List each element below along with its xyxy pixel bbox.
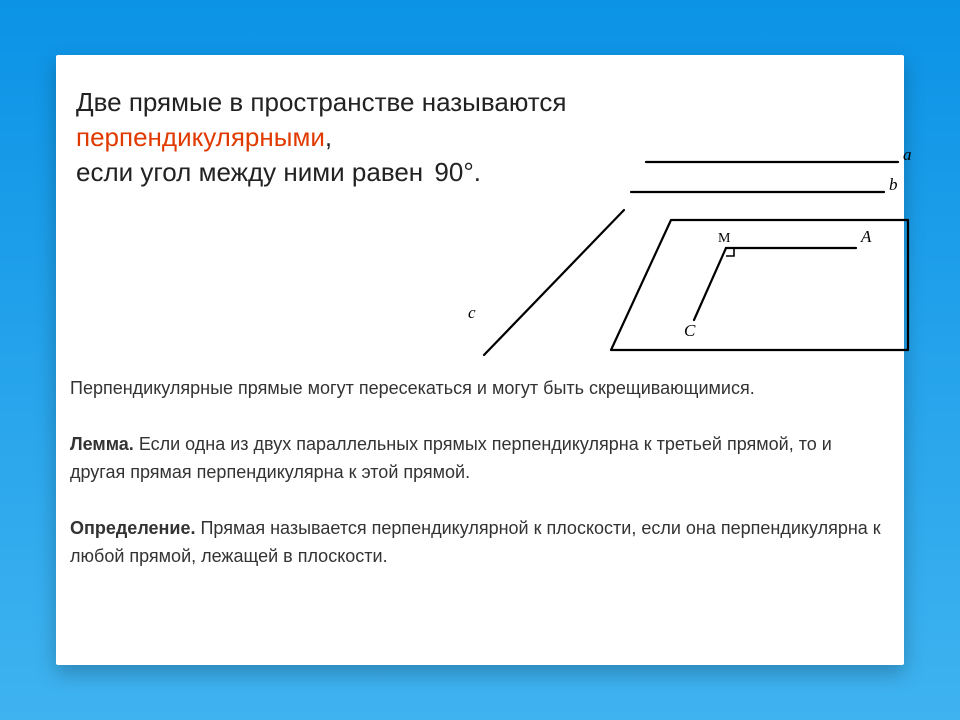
heading-line2: если угол между ними равен [76, 157, 423, 187]
p3-label: Определение. [70, 518, 195, 538]
paragraph-3: Определение. Прямая называется перпендик… [70, 515, 884, 571]
content-card: Две прямые в пространстве называются пер… [56, 55, 904, 665]
p2-text: Если одна из двух параллельных прямых пе… [70, 434, 832, 482]
svg-text:a: a [903, 150, 912, 164]
p2-label: Лемма. [70, 434, 134, 454]
svg-text:C: C [684, 321, 696, 340]
svg-text:b: b [889, 175, 898, 194]
slide-background: Две прямые в пространстве называются пер… [0, 0, 960, 720]
svg-text:A: A [860, 227, 872, 246]
svg-text:M: M [718, 231, 731, 246]
svg-text:c: c [468, 303, 476, 322]
paragraph-1: Перпендикулярные прямые могут пересекать… [70, 375, 884, 403]
heading-highlight: перпендикулярными [76, 122, 325, 152]
heading-comma: , [325, 122, 332, 152]
heading-line1: Две прямые в пространстве называются [76, 87, 566, 117]
body-text: Перпендикулярные прямые могут пересекать… [70, 375, 884, 598]
p1-text: Перпендикулярные прямые могут пересекать… [70, 378, 755, 398]
geometry-figure: ab c M A C [456, 150, 916, 360]
paragraph-2: Лемма. Если одна из двух параллельных пр… [70, 431, 884, 487]
